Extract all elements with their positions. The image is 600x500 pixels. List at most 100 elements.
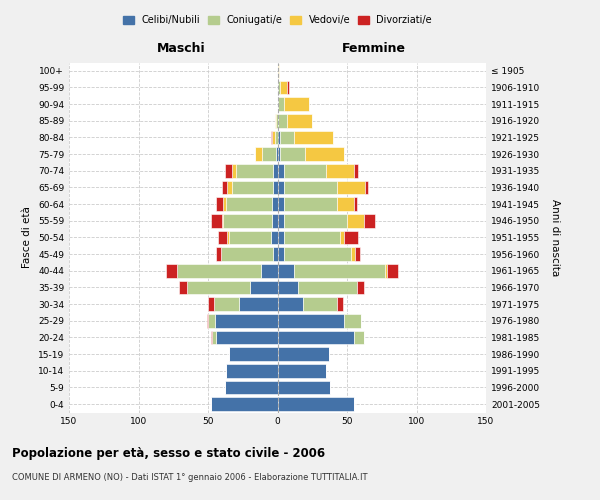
Bar	[305, 148, 344, 161]
Bar	[232, 180, 274, 194]
Bar	[385, 264, 388, 278]
Bar	[271, 230, 277, 244]
Bar	[232, 164, 236, 177]
Bar	[224, 164, 232, 177]
Bar	[284, 230, 340, 244]
Bar	[211, 398, 277, 411]
Bar	[239, 298, 277, 311]
Bar	[337, 298, 343, 311]
Bar	[277, 180, 284, 194]
Bar	[223, 198, 226, 211]
Bar	[217, 198, 223, 211]
Bar	[354, 330, 364, 344]
Bar	[208, 314, 215, 328]
Bar	[208, 298, 214, 311]
Bar	[215, 314, 277, 328]
Bar	[272, 130, 275, 144]
Bar	[229, 230, 271, 244]
Bar	[272, 214, 277, 228]
Bar	[284, 214, 347, 228]
Bar	[277, 298, 302, 311]
Bar	[211, 330, 212, 344]
Bar	[351, 248, 355, 261]
Bar	[365, 180, 368, 194]
Bar	[277, 264, 294, 278]
Y-axis label: Fasce di età: Fasce di età	[22, 206, 32, 268]
Bar	[277, 148, 280, 161]
Bar	[354, 198, 357, 211]
Bar	[261, 264, 277, 278]
Bar	[340, 230, 344, 244]
Bar	[206, 314, 208, 328]
Bar	[364, 214, 375, 228]
Bar	[326, 164, 354, 177]
Bar	[277, 64, 279, 78]
Bar	[287, 80, 289, 94]
Bar	[211, 214, 222, 228]
Bar	[344, 230, 358, 244]
Bar	[298, 280, 357, 294]
Bar	[277, 314, 344, 328]
Text: COMUNE DI ARMENO (NO) - Dati ISTAT 1° gennaio 2006 - Elaborazione TUTTITALIA.IT: COMUNE DI ARMENO (NO) - Dati ISTAT 1° ge…	[12, 472, 367, 482]
Bar	[217, 330, 277, 344]
Bar	[277, 164, 284, 177]
Bar	[277, 330, 354, 344]
Bar	[276, 148, 277, 161]
Bar	[250, 280, 277, 294]
Bar	[284, 248, 351, 261]
Bar	[284, 180, 337, 194]
Legend: Celibi/Nubili, Coniugati/e, Vedovi/e, Divorziati/e: Celibi/Nubili, Coniugati/e, Vedovi/e, Di…	[119, 12, 436, 29]
Text: Popolazione per età, sesso e stato civile - 2006: Popolazione per età, sesso e stato civil…	[12, 448, 325, 460]
Bar	[212, 330, 217, 344]
Bar	[277, 80, 280, 94]
Bar	[277, 114, 287, 128]
Bar	[337, 198, 354, 211]
Bar	[277, 248, 284, 261]
Bar	[187, 280, 250, 294]
Bar	[277, 280, 298, 294]
Bar	[223, 214, 272, 228]
Bar	[222, 214, 223, 228]
Bar	[277, 380, 331, 394]
Bar	[357, 280, 364, 294]
Bar	[280, 130, 294, 144]
Bar	[229, 348, 277, 361]
Bar	[355, 248, 359, 261]
Bar	[221, 248, 274, 261]
Bar	[275, 130, 277, 144]
Bar	[274, 248, 277, 261]
Bar	[276, 114, 277, 128]
Bar	[294, 130, 333, 144]
Bar	[277, 348, 329, 361]
Text: Femmine: Femmine	[341, 42, 406, 56]
Y-axis label: Anni di nascita: Anni di nascita	[550, 199, 560, 276]
Bar	[218, 230, 227, 244]
Bar	[294, 264, 385, 278]
Bar	[262, 148, 276, 161]
Bar	[271, 130, 272, 144]
Bar	[224, 380, 277, 394]
Bar	[284, 98, 310, 111]
Bar	[344, 314, 361, 328]
Bar	[227, 180, 232, 194]
Bar	[227, 230, 229, 244]
Bar	[222, 180, 227, 194]
Bar	[236, 164, 274, 177]
Bar	[287, 114, 312, 128]
Bar	[274, 180, 277, 194]
Bar	[277, 230, 284, 244]
Bar	[277, 398, 354, 411]
Bar	[178, 264, 261, 278]
Bar	[354, 164, 358, 177]
Bar	[277, 130, 280, 144]
Bar	[280, 80, 287, 94]
Bar	[302, 298, 337, 311]
Bar	[284, 198, 337, 211]
Bar	[388, 264, 398, 278]
Bar	[217, 248, 221, 261]
Bar	[272, 198, 277, 211]
Bar	[226, 364, 277, 378]
Bar	[255, 148, 262, 161]
Text: Maschi: Maschi	[157, 42, 206, 56]
Bar	[277, 364, 326, 378]
